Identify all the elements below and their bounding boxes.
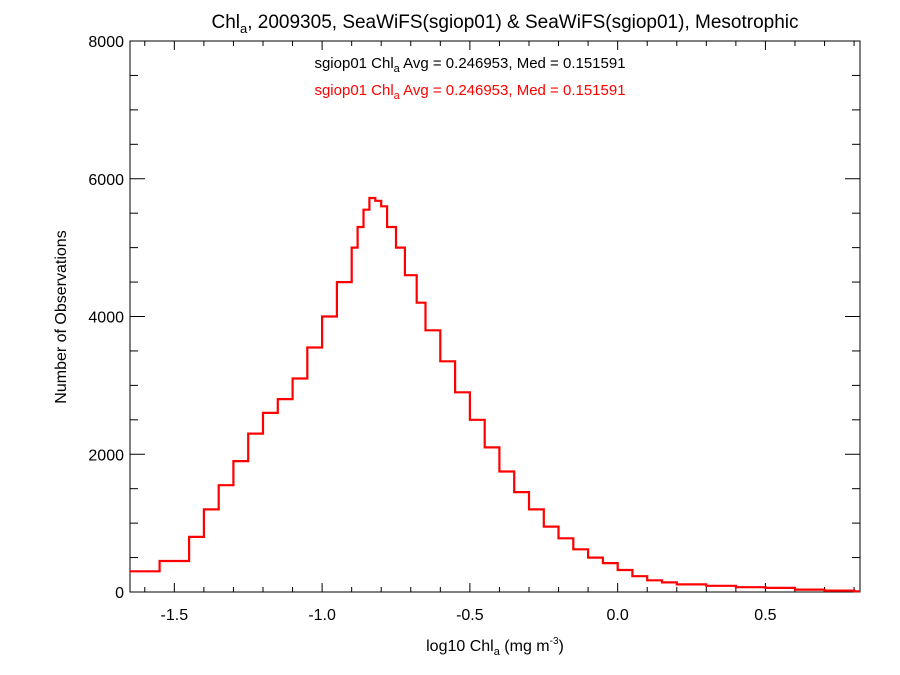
axis-ticks: -1.5 -1.0 -0.5 0.0 0.5 0 2000 4000 6000 8000 <box>88 34 860 624</box>
plot-frame <box>129 40 861 593</box>
series-group <box>130 196 860 593</box>
y-tick-label: 4000 <box>88 310 124 327</box>
x-tick-label: 0.0 <box>607 607 629 624</box>
x-tick-label: -1.5 <box>161 607 189 624</box>
y-tick-label: 8000 <box>88 34 124 51</box>
histogram-series-line <box>130 196 860 593</box>
chart-title: Chla, 2009305, SeaWiFS(sgiop01) & SeaWiF… <box>211 12 798 36</box>
y-tick-label: 2000 <box>88 447 124 464</box>
plot-axes <box>129 40 861 593</box>
annotation-line-1: sgiop01 Chla Avg = 0.246953, Med = 0.151… <box>314 55 625 75</box>
x-tick-label: 0.5 <box>754 607 776 624</box>
annotation-line-2: sgiop01 Chla Avg = 0.246953, Med = 0.151… <box>314 82 625 102</box>
y-tick-label: 0 <box>115 585 124 602</box>
y-tick-label: 6000 <box>88 172 124 189</box>
x-tick-label: -0.5 <box>456 607 484 624</box>
x-axis-label: log10 Chla (mg m-3) <box>426 636 564 658</box>
x-tick-label: -1.0 <box>308 607 336 624</box>
y-axis-label: Number of Observations <box>53 230 70 403</box>
